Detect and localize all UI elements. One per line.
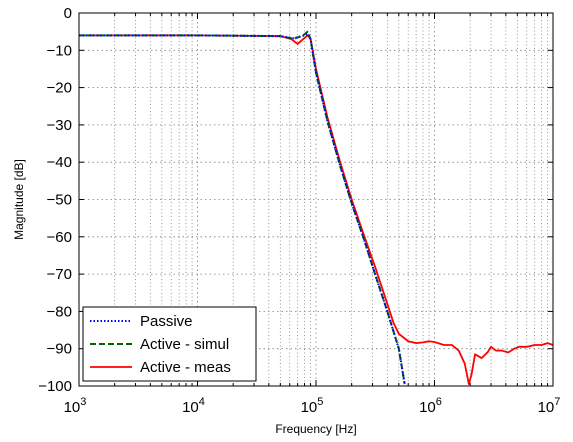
y-tick-label: −10 <box>47 42 72 59</box>
legend-label: Active - simul <box>140 336 229 353</box>
series-line-passive <box>79 32 406 385</box>
y-tick-label: −50 <box>47 192 72 209</box>
x-tick-label: 106 <box>419 396 442 416</box>
y-tick-label: −100 <box>38 378 72 395</box>
x-tick-label: 105 <box>301 396 324 416</box>
grid <box>79 13 553 386</box>
legend-label: Passive <box>140 313 193 330</box>
legend-label: Active - meas <box>140 359 231 376</box>
y-tick-label: 0 <box>64 5 72 22</box>
y-tick-label: −60 <box>47 229 72 246</box>
y-tick-label: −30 <box>47 117 72 134</box>
x-axis-label: Frequency [Hz] <box>275 422 356 436</box>
y-axis-label: Magnitude [dB] <box>12 159 26 240</box>
y-tick-label: −80 <box>47 303 72 320</box>
y-tick-label: −20 <box>47 80 72 97</box>
x-tick-label: 104 <box>182 396 205 416</box>
y-tick-label: −90 <box>47 341 72 358</box>
y-tick-label: −70 <box>47 266 72 283</box>
legend: Passive Active - simul Active - meas <box>82 306 257 382</box>
series-lines <box>79 30 553 386</box>
x-tick-label: 107 <box>538 396 561 416</box>
y-tick-label: −40 <box>47 154 72 171</box>
x-tick-label: 103 <box>64 396 87 416</box>
